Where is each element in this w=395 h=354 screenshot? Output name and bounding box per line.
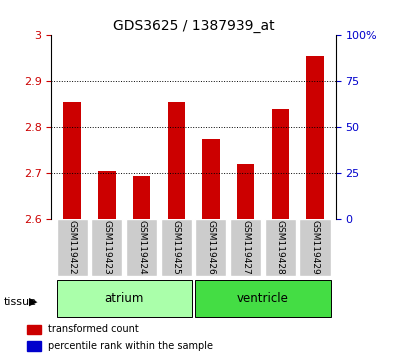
Title: GDS3625 / 1387939_at: GDS3625 / 1387939_at: [113, 19, 275, 33]
Text: tissue: tissue: [4, 297, 37, 307]
Text: GSM119427: GSM119427: [241, 221, 250, 275]
Text: GSM119422: GSM119422: [68, 221, 77, 275]
Bar: [272, 219, 289, 354]
Bar: [167, 219, 185, 354]
Text: GSM119424: GSM119424: [137, 221, 146, 275]
FancyBboxPatch shape: [299, 219, 331, 276]
Bar: [98, 219, 115, 354]
Text: GSM119423: GSM119423: [102, 221, 111, 275]
Text: atrium: atrium: [105, 292, 144, 305]
Text: GSM119425: GSM119425: [172, 221, 181, 275]
Bar: [306, 56, 324, 219]
Bar: [64, 219, 81, 354]
FancyBboxPatch shape: [230, 219, 261, 276]
FancyBboxPatch shape: [265, 219, 296, 276]
FancyBboxPatch shape: [195, 219, 226, 276]
Bar: [306, 219, 324, 354]
Text: transformed count: transformed count: [48, 325, 139, 335]
Bar: [237, 219, 254, 354]
Text: GSM119428: GSM119428: [276, 221, 285, 275]
Text: ▶: ▶: [29, 297, 38, 307]
Bar: [133, 219, 150, 354]
Text: GSM119429: GSM119429: [310, 221, 320, 275]
Bar: [167, 102, 185, 219]
Text: percentile rank within the sample: percentile rank within the sample: [48, 341, 213, 351]
Bar: [202, 219, 220, 354]
Bar: [98, 171, 115, 219]
FancyBboxPatch shape: [56, 219, 88, 276]
FancyBboxPatch shape: [126, 219, 157, 276]
Text: GSM119426: GSM119426: [207, 221, 215, 275]
Bar: [133, 176, 150, 219]
Bar: [27, 341, 41, 351]
Text: ventricle: ventricle: [237, 292, 289, 305]
FancyBboxPatch shape: [56, 280, 192, 316]
Bar: [202, 139, 220, 219]
FancyBboxPatch shape: [195, 280, 331, 316]
Bar: [27, 325, 41, 334]
FancyBboxPatch shape: [161, 219, 192, 276]
Bar: [237, 164, 254, 219]
FancyBboxPatch shape: [91, 219, 122, 276]
Bar: [64, 102, 81, 219]
Bar: [272, 109, 289, 219]
